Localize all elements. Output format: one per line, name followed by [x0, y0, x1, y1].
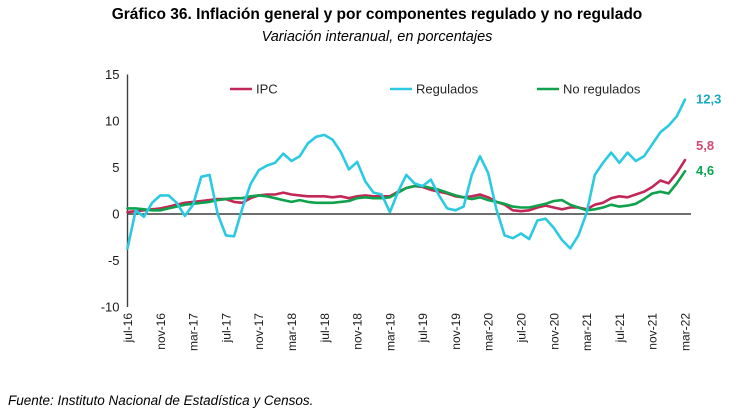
- y-tick-label: -10: [101, 300, 120, 315]
- x-tick-label: mar-22: [679, 313, 693, 351]
- y-tick-label: 0: [112, 207, 119, 222]
- x-tick-label: mar-20: [482, 313, 496, 351]
- legend-label-ipc: IPC: [256, 82, 278, 97]
- end-label-no-regulados: 4,6: [696, 163, 714, 178]
- x-tick-label: nov-19: [449, 313, 463, 350]
- x-tick-label: jul-16: [121, 313, 135, 344]
- x-tick-label: nov-21: [646, 313, 660, 350]
- y-tick-label: 5: [112, 160, 119, 175]
- y-tick-label: 10: [105, 114, 119, 129]
- x-tick-label: mar-17: [187, 313, 201, 351]
- source-note: Fuente: Instituto Nacional de Estadístic…: [8, 393, 314, 408]
- x-tick-label: jul-21: [613, 313, 627, 344]
- x-tick-label: nov-20: [547, 313, 561, 350]
- end-label-regulados: 12,3: [696, 92, 721, 107]
- x-tick-label: mar-21: [580, 313, 594, 351]
- x-tick-label: mar-18: [285, 313, 299, 351]
- no-regulados-line: [126, 169, 687, 212]
- chart-title: Gráfico 36. Inflación general y por comp…: [111, 6, 643, 23]
- x-tick-label: nov-17: [252, 313, 266, 350]
- chart-subtitle: Variación interanual, en porcentajes: [261, 29, 493, 45]
- x-tick-label: jul-20: [515, 313, 529, 344]
- x-tick-label: nov-18: [351, 313, 365, 350]
- y-tick-label: -5: [108, 253, 120, 268]
- end-label-ipc: 5,8: [696, 138, 714, 153]
- x-tick-label: jul-19: [416, 313, 430, 344]
- x-tick-label: jul-18: [318, 313, 332, 344]
- x-tick-label: mar-19: [383, 313, 397, 351]
- legend-label-no-regulados: No regulados: [563, 82, 641, 97]
- x-tick-label: jul-17: [219, 313, 233, 344]
- x-tick-label: nov-16: [154, 313, 168, 350]
- legend-label-regulados: Regulados: [416, 82, 479, 97]
- y-tick-label: 15: [105, 67, 119, 82]
- regulados-line: [126, 98, 687, 250]
